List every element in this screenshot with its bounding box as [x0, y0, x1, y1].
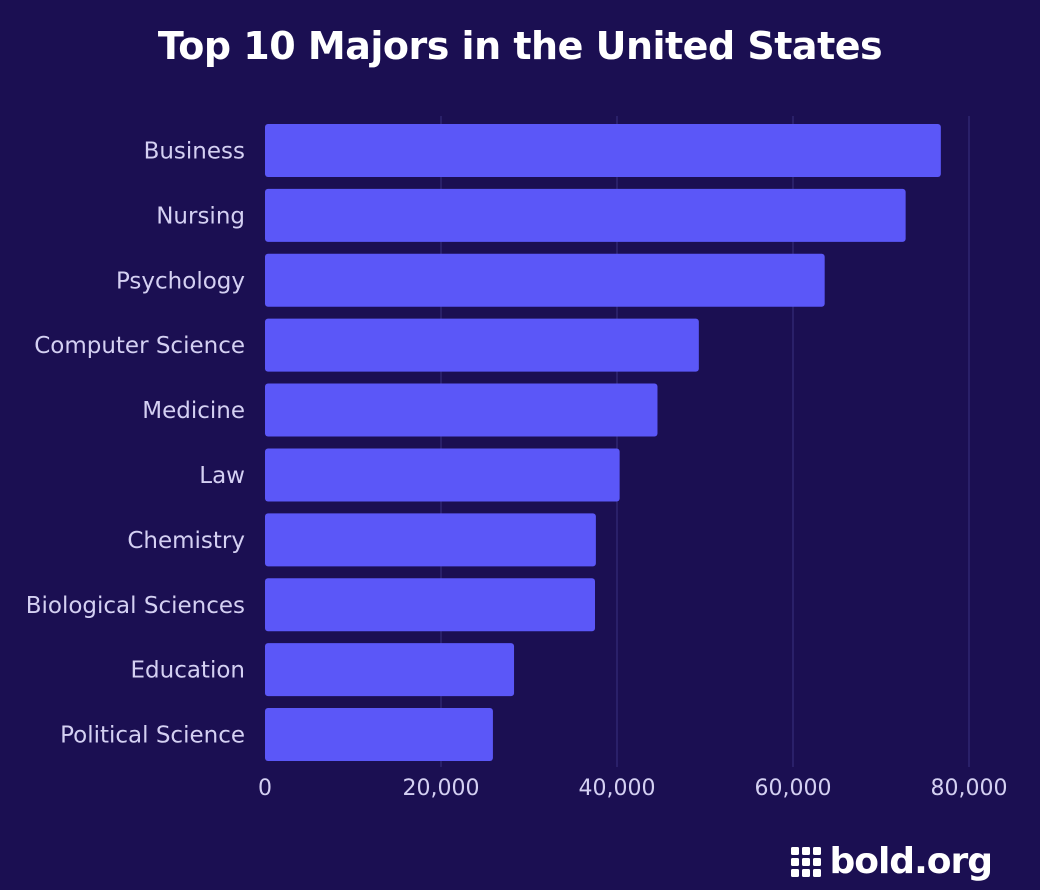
- brand-logo-text: bold.org: [829, 841, 993, 882]
- bar-nursing[interactable]: [265, 188, 906, 242]
- bar-biological-sciences[interactable]: [265, 578, 595, 632]
- brand-logo[interactable]: bold.org: [791, 841, 993, 882]
- x-tick-label: 20,000: [403, 776, 480, 801]
- category-label: Biological Sciences: [26, 593, 245, 619]
- bar-psychology[interactable]: [265, 253, 825, 307]
- bar-computer-science[interactable]: [265, 318, 699, 372]
- category-label: Computer Science: [34, 333, 245, 359]
- category-label: Nursing: [156, 203, 245, 229]
- bold-grid-icon: [791, 846, 822, 877]
- category-label: Education: [130, 658, 245, 684]
- category-label: Law: [199, 463, 245, 489]
- x-tick-label: 40,000: [579, 776, 656, 801]
- category-label: Business: [144, 138, 245, 164]
- bar-political-science[interactable]: [265, 708, 493, 762]
- category-label: Medicine: [142, 398, 245, 424]
- category-label: Chemistry: [127, 528, 245, 554]
- x-tick-label: 60,000: [755, 776, 832, 801]
- x-tick-label: 0: [258, 776, 272, 801]
- bar-business[interactable]: [265, 123, 941, 177]
- bar-education[interactable]: [265, 643, 515, 697]
- bar-law[interactable]: [265, 448, 620, 502]
- x-tick-label: 80,000: [931, 776, 1008, 801]
- bar-medicine[interactable]: [265, 383, 658, 437]
- chart-title: Top 10 Majors in the United States: [157, 24, 883, 68]
- category-label: Political Science: [60, 723, 245, 749]
- bar-chemistry[interactable]: [265, 513, 596, 567]
- category-label: Psychology: [116, 268, 245, 294]
